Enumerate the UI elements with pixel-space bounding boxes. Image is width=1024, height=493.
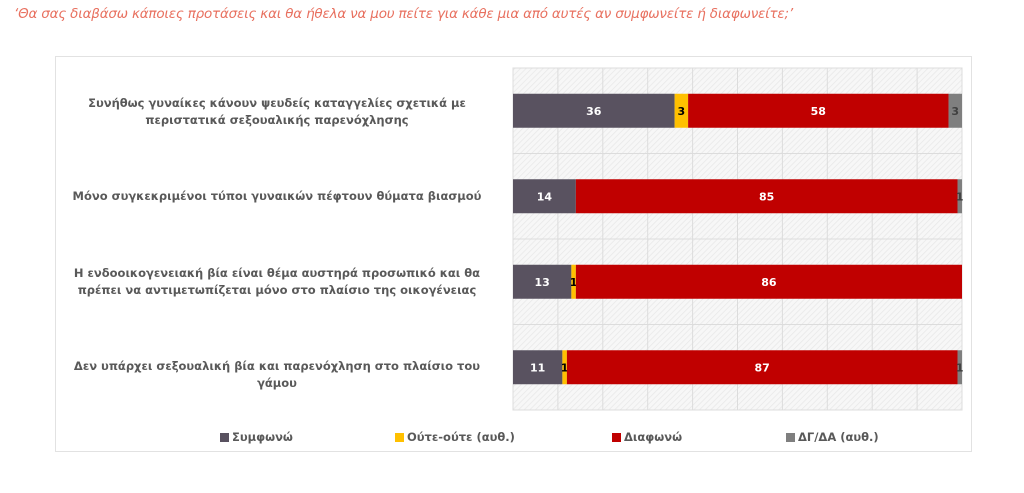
legend-swatch-neither — [395, 432, 404, 442]
category-label-4: Δεν υπάρχει σεξουαλική βία και παρενόχλη… — [73, 359, 481, 390]
data-label: 85 — [759, 190, 774, 203]
legend-item-neither: Ούτε-ούτε (αυθ.) — [395, 430, 515, 444]
category-label-2: Μόνο συγκεκριμένοι τύποι γυναικών πέφτου… — [72, 189, 482, 203]
bar-segment — [513, 179, 576, 214]
data-label: 87 — [755, 361, 770, 374]
data-label: 3 — [678, 105, 686, 118]
bar-segment — [562, 350, 567, 385]
bar-segment — [513, 350, 563, 385]
legend-item-disagree: Διαφωνώ — [612, 430, 682, 444]
chart-title: ‘Θα σας διαβάσω κάποιες προτάσεις και θα… — [14, 6, 793, 22]
bar-segment — [948, 93, 962, 128]
bar-segment — [571, 264, 576, 299]
data-label: 14 — [537, 190, 553, 203]
legend-label-agree: Συμφωνώ — [232, 430, 293, 444]
data-label: 1 — [570, 276, 578, 289]
bar-segment — [957, 179, 962, 214]
data-label: 1 — [956, 190, 964, 203]
bar-segment — [513, 93, 675, 128]
legend-item-dk-na: ΔΓ/ΔΑ (αυθ.) — [786, 430, 879, 444]
bar-segment — [688, 93, 949, 128]
legend-item-agree: Συμφωνώ — [220, 430, 293, 444]
data-label: 3 — [951, 105, 959, 118]
bar-segment — [566, 350, 958, 385]
data-label: 13 — [535, 276, 550, 289]
legend-label-dk-na: ΔΓ/ΔΑ (αυθ.) — [798, 430, 879, 444]
legend-label-neither: Ούτε-ούτε (αυθ.) — [407, 430, 515, 444]
legend-swatch-agree — [220, 432, 229, 442]
category-label-3: Η ενδοοικογενειακή βία είναι θέμα αυστηρ… — [73, 266, 481, 297]
bar-segment — [575, 179, 958, 214]
bar-segment — [575, 264, 962, 299]
legend-label-disagree: Διαφωνώ — [624, 430, 683, 444]
data-label: 11 — [530, 361, 545, 374]
data-label: 36 — [586, 105, 602, 118]
data-label: 86 — [761, 276, 777, 289]
bar-segment — [674, 93, 689, 128]
data-label: 58 — [811, 105, 826, 118]
legend: Συμφωνώ Ούτε-ούτε (αυθ.) Διαφωνώ ΔΓ/ΔΑ (… — [0, 430, 1024, 446]
legend-swatch-dk-na — [786, 432, 795, 442]
bar-segment — [957, 350, 962, 385]
legend-swatch-disagree — [612, 432, 621, 442]
data-label: 1 — [956, 361, 964, 374]
data-label: 1 — [561, 361, 569, 374]
category-label-1: Συνήθως γυναίκες κάνουν ψευδείς καταγγελ… — [88, 96, 466, 127]
bar-segment — [513, 264, 572, 299]
